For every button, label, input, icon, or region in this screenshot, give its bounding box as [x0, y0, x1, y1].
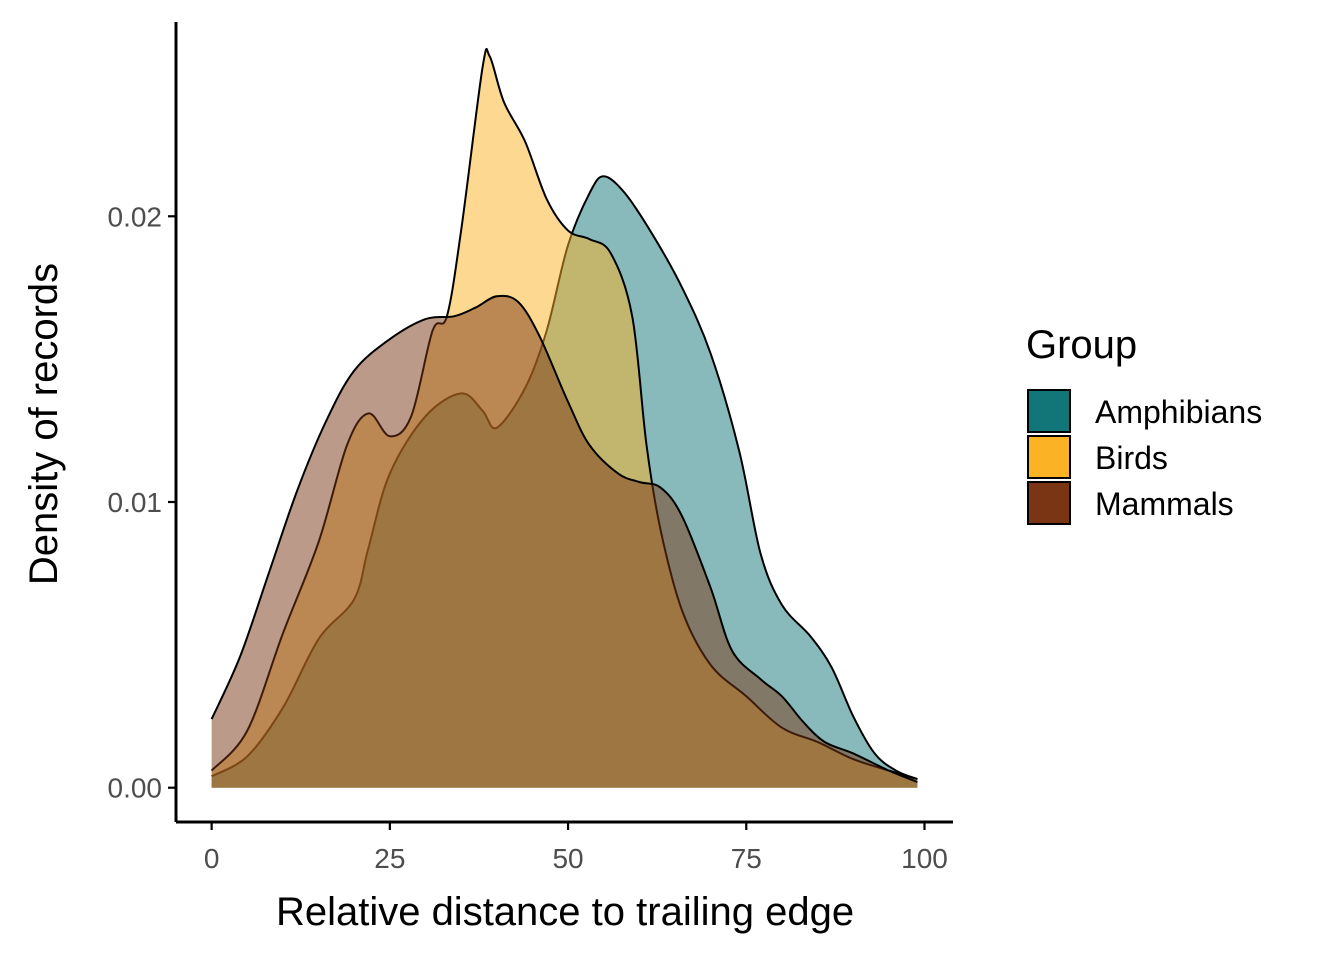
legend-label-amphibians: Amphibians	[1095, 394, 1262, 430]
legend-items: Amphibians Birds Mammals	[1027, 389, 1262, 525]
legend-key-mammals	[1027, 481, 1071, 525]
x-tick-label: 25	[374, 843, 405, 874]
x-tick-label: 0	[204, 843, 220, 874]
plot-area	[210, 47, 918, 788]
legend-key-amphibians	[1027, 389, 1071, 433]
legend: Group Amphibians Birds Mammals	[1026, 323, 1262, 525]
x-tick-label: 75	[731, 843, 762, 874]
axes	[174, 22, 953, 824]
y-axis-title: Density of records	[22, 263, 66, 585]
density-area-mammals	[211, 295, 918, 788]
legend-label-mammals: Mammals	[1095, 486, 1234, 522]
y-tick-label: 0.02	[108, 201, 163, 232]
legend-title: Group	[1026, 323, 1137, 367]
x-tick-label: 50	[552, 843, 583, 874]
x-axis-ticks: 0 25 50 75 100	[204, 822, 948, 874]
y-tick-label: 0.00	[108, 773, 163, 804]
x-axis-title: Relative distance to trailing edge	[276, 890, 854, 934]
density-line-mammals	[210, 294, 918, 783]
legend-label-birds: Birds	[1095, 440, 1168, 476]
x-tick-label: 100	[901, 843, 948, 874]
y-tick-label: 0.01	[108, 487, 163, 518]
legend-key-birds	[1027, 435, 1071, 479]
y-axis-ticks: 0.00 0.01 0.02	[108, 201, 176, 804]
